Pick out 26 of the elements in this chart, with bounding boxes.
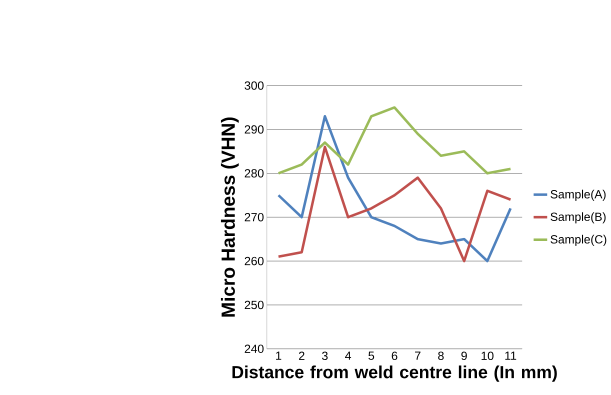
x-tick-label: 3 [322,352,328,360]
y-tick-label: 250 [244,300,264,310]
legend-label: Sample(C) [550,234,606,246]
y-tick-label: 240 [244,344,264,354]
x-tick-label: 5 [368,352,374,360]
y-tick-label: 280 [244,169,264,178]
legend-label: Sample(A) [550,190,606,201]
y-axis-title: Micro Hardness (VHN) [220,118,239,317]
x-tick-label: 4 [345,352,352,360]
x-tick-label: 11 [505,352,516,360]
x-tick-label: 1 [276,352,282,360]
line-series [277,106,512,175]
x-tick-label: 2 [298,352,304,360]
x-tick-label: 7 [415,352,420,360]
legend-label: Sample(B) [550,212,606,224]
x-tick-label: 10 [482,352,494,360]
x-tick-label: 9 [461,352,467,360]
y-tick-label: 260 [244,256,264,266]
x-axis-title: Distance from weld centre line (In mm) [232,366,557,382]
x-tick-label: 8 [438,352,444,360]
line-series [277,115,512,262]
y-tick-label: 300 [244,81,264,90]
x-tick-label: 6 [392,352,398,360]
y-tick-label: 290 [244,125,264,134]
y-tick-label: 270 [244,213,264,222]
line-series [277,146,512,262]
